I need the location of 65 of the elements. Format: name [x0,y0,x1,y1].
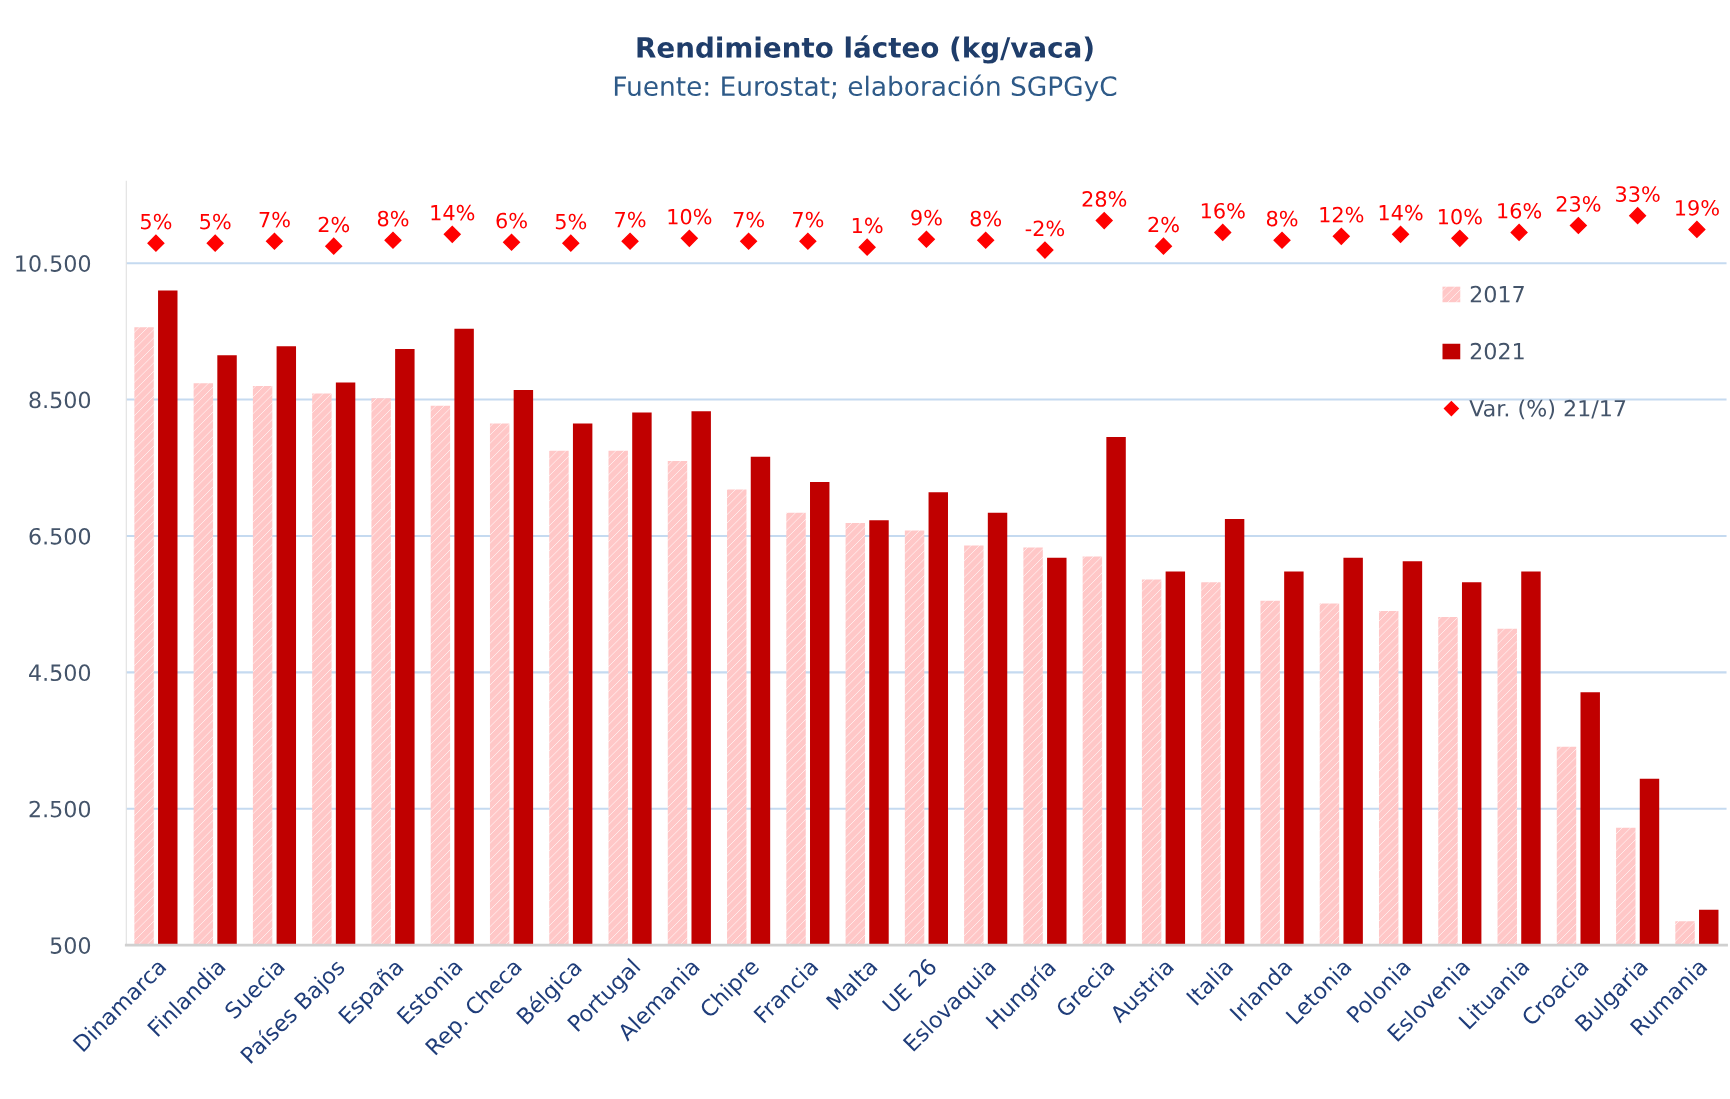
point [1214,223,1232,241]
point [1332,227,1350,245]
data-label: 8% [1266,210,1298,227]
data-label: 10% [1438,208,1482,225]
data-label: 16% [1201,202,1245,219]
data-label: 5% [200,213,231,230]
data-label: 9% [911,209,942,226]
data-label: 6% [496,212,527,229]
point [502,233,521,251]
point [1392,225,1410,243]
y-tick-label: 4.500 [29,664,91,682]
data-label: 14% [1379,204,1423,221]
point [1154,237,1173,255]
point [858,238,876,256]
point [206,234,224,252]
data-label: 7% [793,211,824,228]
y-tick-label: 6.500 [29,527,91,545]
legend-label: 2021 [1470,342,1524,360]
data-label: 33% [1616,186,1660,202]
data-label: 2% [1148,216,1179,233]
data-label: 28% [1082,191,1127,207]
point [917,230,935,248]
data-label: 16% [1498,202,1542,219]
data-label: 23% [1556,196,1601,212]
point [1273,231,1291,249]
point [680,229,698,247]
point [1688,220,1706,239]
data-label: 19% [1676,199,1719,216]
data-label: 7% [615,211,646,228]
point [443,225,461,243]
data-label: 8% [377,210,409,227]
data-label: 12% [1320,206,1364,223]
legend-label: 2017 [1470,285,1524,303]
data-label: 7% [733,211,764,228]
legend-label: Var. (%) 21/17 [1469,399,1626,420]
point [147,234,165,252]
point [1451,229,1469,247]
data-label: 5% [141,213,172,230]
point [265,232,284,250]
point [740,232,758,250]
point [384,231,402,249]
point [1095,212,1113,230]
y-tick-label: 500 [50,937,91,954]
y-tick-label: 10.500 [16,255,91,272]
point [1629,207,1647,225]
point [325,237,343,255]
point [621,232,639,250]
data-label: -2% [1025,220,1065,237]
data-label: 2% [318,216,350,233]
chart-title: Rendimiento lácteo (kg/vaca) [637,35,1093,64]
point [977,231,995,249]
point [562,234,580,252]
y-tick-label: 8.500 [29,391,91,409]
data-label: 7% [259,211,290,228]
point [1510,223,1528,241]
data-label: 10% [668,208,712,225]
point [1036,241,1054,259]
data-label: 14% [431,204,475,221]
point [1569,216,1587,235]
point [799,232,817,250]
data-label: 5% [555,213,587,230]
y-tick-label: 2.500 [29,800,91,818]
chart-subtitle: Fuente: Eurostat; elaboración SGPGyC [614,74,1117,102]
data-label: 1% [852,217,883,234]
data-label: 8% [970,210,1002,227]
